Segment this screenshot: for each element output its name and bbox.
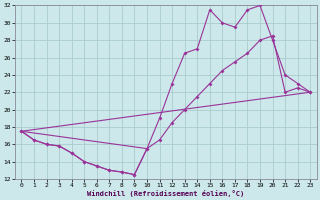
X-axis label: Windchill (Refroidissement éolien,°C): Windchill (Refroidissement éolien,°C): [87, 190, 244, 197]
